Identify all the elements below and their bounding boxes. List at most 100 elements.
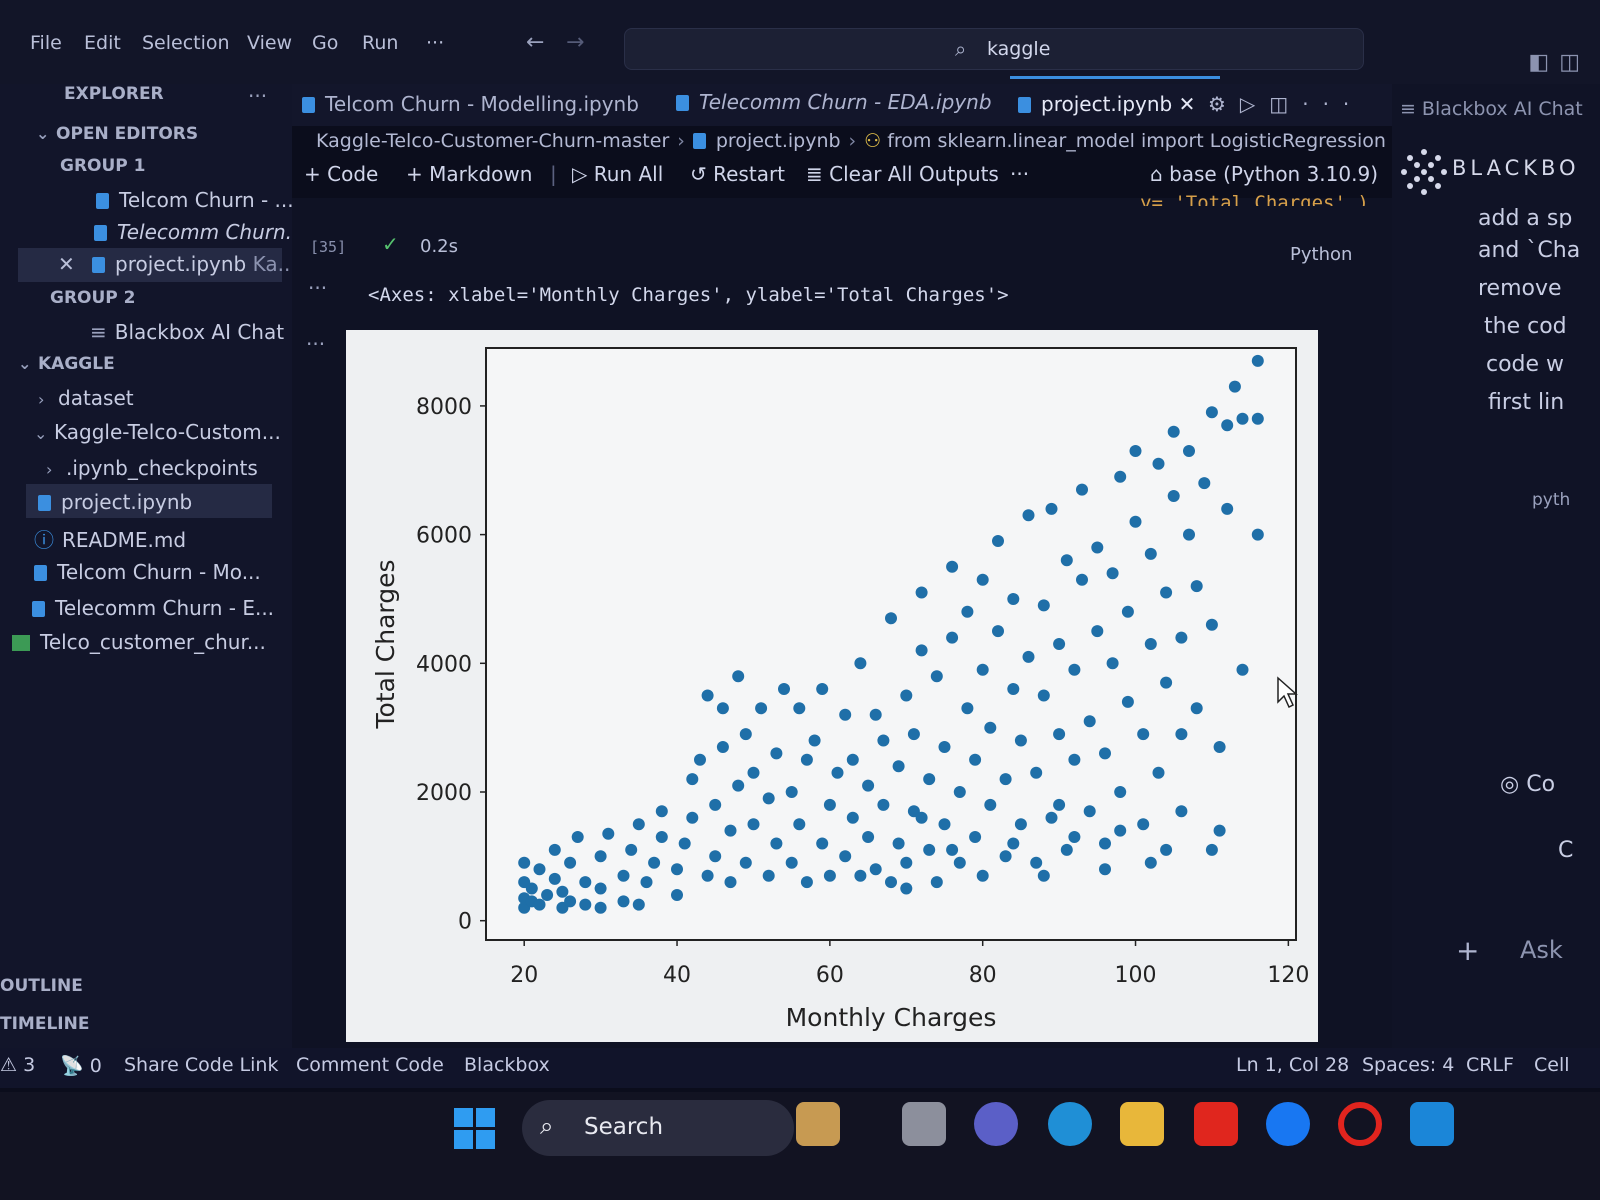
output-more-icon[interactable]: ··· [306, 332, 326, 356]
windows-start-icon[interactable] [454, 1108, 496, 1150]
menu-file[interactable]: File [30, 32, 62, 54]
opera-browser-icon[interactable] [1338, 1102, 1382, 1146]
add-context-icon[interactable]: + [1456, 934, 1480, 967]
menu-view[interactable]: View [247, 32, 293, 54]
data-point [1014, 734, 1027, 747]
cell-indicator[interactable]: Cell [1534, 1054, 1570, 1076]
data-point [816, 837, 829, 850]
widgets-app-icon[interactable] [796, 1102, 840, 1146]
group2-label: GROUP 2 [50, 288, 136, 308]
windows-taskbar: ⌕ Search [0, 1092, 1600, 1200]
command-center-search[interactable]: ⌕ kaggle [624, 28, 1364, 70]
explorer-more-icon[interactable]: ··· [248, 84, 268, 108]
facebook-icon[interactable] [1266, 1102, 1310, 1146]
restart-button[interactable]: ↺ Restart [690, 162, 785, 186]
kernel-picker[interactable]: ⌂ base (Python 3.10.9) [1150, 162, 1378, 186]
tab-project[interactable]: project.ipynb ✕ [1018, 92, 1195, 116]
data-point [579, 898, 592, 911]
ports-indicator[interactable]: 📡 0 [60, 1054, 102, 1077]
share-code-link-button[interactable]: Share Code Link [124, 1054, 279, 1076]
breadcrumb-file[interactable]: project.ipynb [715, 130, 841, 152]
open-editor-item[interactable]: Telecomm Churn... [94, 220, 305, 244]
chat-ask-placeholder[interactable]: Ask [1520, 936, 1563, 964]
timeline-header[interactable]: TIMELINE [0, 1014, 90, 1034]
back-arrow-icon[interactable]: ← [526, 30, 545, 55]
data-point [640, 876, 653, 889]
data-point [1106, 657, 1119, 670]
data-point [709, 798, 722, 811]
open-editor-item[interactable]: Telcom Churn - ... [96, 188, 294, 212]
blackbox-status-button[interactable]: Blackbox [464, 1054, 550, 1076]
outline-header[interactable]: OUTLINE [0, 976, 83, 996]
toolbar-divider: | [550, 162, 557, 186]
task-view-icon[interactable] [902, 1102, 946, 1146]
breadcrumb-folder[interactable]: Kaggle-Telco-Customer-Churn-master [316, 130, 670, 152]
add-code-cell-button[interactable]: + Code [304, 162, 379, 186]
data-point [793, 818, 806, 831]
menu-selection[interactable]: Selection [142, 32, 230, 54]
notebook-icon [38, 495, 51, 511]
teams-chat-icon[interactable] [974, 1102, 1018, 1146]
run-all-button[interactable]: ▷ Run All [572, 162, 663, 186]
data-point [1106, 567, 1119, 580]
open-editor-label: Telcom Churn - ... [119, 188, 294, 212]
tree-item-folder[interactable]: ⌄ Kaggle-Telco-Custom... [34, 420, 281, 444]
data-point [1007, 683, 1020, 695]
cursor-position[interactable]: Ln 1, Col 28 [1236, 1054, 1350, 1076]
breadcrumb-symbol[interactable]: from sklearn.linear_model import Logisti… [887, 130, 1386, 152]
output-more-icon[interactable]: ··· [308, 276, 328, 300]
data-point [930, 876, 943, 889]
tree-item-notebook[interactable]: Telecomm Churn - E... [32, 596, 274, 620]
close-icon[interactable]: ✕ [58, 252, 75, 276]
open-editor-item[interactable]: ≡ Blackbox AI Chat [90, 320, 284, 344]
toolbar-more-button[interactable]: ··· [1010, 162, 1030, 186]
chat-list-icon: ≡ [90, 320, 107, 344]
menu-run[interactable]: Run [362, 32, 399, 54]
data-point [793, 702, 806, 715]
clear-outputs-button[interactable]: ≣ Clear All Outputs [806, 162, 999, 186]
edge-browser-icon[interactable] [1048, 1102, 1092, 1146]
warnings-indicator[interactable]: ⚠ 3 [0, 1054, 35, 1076]
data-point [655, 831, 668, 843]
open-editor-item-active[interactable]: ✕ project.ipynb Ka... [18, 248, 297, 282]
editor-actions-icons[interactable]: ⚙▷◫··· [1208, 92, 1364, 116]
tab-modelling[interactable]: Telcom Churn - Modelling.ipynb [302, 92, 639, 116]
tree-item-dataset[interactable]: › dataset [38, 386, 134, 410]
forward-arrow-icon[interactable]: → [566, 30, 585, 55]
chat-text-line: code w [1486, 352, 1565, 377]
youtube-icon[interactable] [1194, 1102, 1238, 1146]
open-editors-header[interactable]: ⌄ OPEN EDITORS [36, 124, 198, 144]
tree-item-checkpoints[interactable]: › .ipynb_checkpoints [46, 456, 258, 480]
layout-toggle-icons[interactable]: ◧◫ [1528, 50, 1590, 75]
tree-item-notebook[interactable]: Telcom Churn - Mo... [34, 560, 261, 584]
indentation-setting[interactable]: Spaces: 4 [1362, 1054, 1455, 1076]
tree-item-csv[interactable]: Telco_customer_chur... [12, 630, 266, 654]
cell-language[interactable]: Python [1290, 244, 1353, 265]
data-point [1175, 631, 1188, 644]
chat-action-button[interactable]: ◎ Co [1500, 772, 1555, 797]
data-point [1152, 766, 1165, 779]
add-markdown-cell-button[interactable]: + Markdown [406, 162, 533, 186]
comment-code-button[interactable]: Comment Code [296, 1054, 444, 1076]
menu-go[interactable]: Go [312, 32, 339, 54]
tab-eda[interactable]: Telecomm Churn - EDA.ipynb [676, 90, 992, 114]
data-point [1099, 837, 1111, 850]
data-point [655, 805, 668, 818]
data-point [1076, 573, 1088, 586]
taskbar-search[interactable]: ⌕ Search [522, 1100, 794, 1156]
data-point [1037, 869, 1050, 882]
tree-item-readme[interactable]: ⓘ README.md [34, 524, 186, 553]
close-icon[interactable]: ✕ [1178, 92, 1196, 116]
vscode-icon[interactable] [1410, 1102, 1454, 1146]
data-point [961, 702, 974, 715]
file-explorer-icon[interactable] [1120, 1102, 1164, 1146]
line-ending-setting[interactable]: CRLF [1466, 1054, 1514, 1076]
data-point [1205, 406, 1218, 419]
menu-more[interactable]: ··· [426, 32, 445, 54]
menu-edit[interactable]: Edit [84, 32, 121, 54]
blackbox-brand-text: BLACKBO [1452, 156, 1580, 180]
kaggle-folder-header[interactable]: ⌄ KAGGLE [18, 354, 115, 374]
data-point [625, 843, 638, 856]
tree-item-project[interactable]: project.ipynb [26, 484, 272, 518]
data-point [1037, 689, 1050, 702]
